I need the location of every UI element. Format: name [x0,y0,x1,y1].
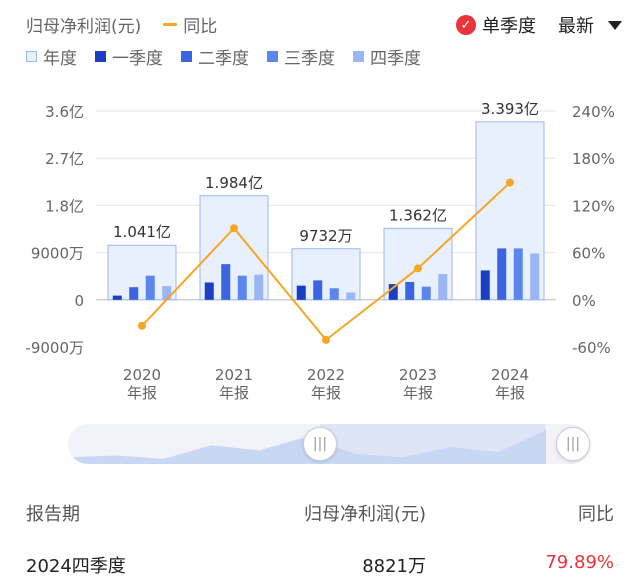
legend-swatch [267,51,278,62]
right-tick-label: 60% [572,245,605,263]
quarter-bar [112,295,122,300]
quarter-bar [162,286,172,300]
left-tick-label: 1.8亿 [45,197,84,215]
right-tick-label: 0% [572,292,596,310]
legend-swatch [181,51,192,62]
quarter-bar [221,264,231,300]
row-yoy: 79.89% [545,552,614,573]
quarter-bar [329,288,339,300]
legend-label: 三季度 [284,49,335,69]
x-tick-sub: 年报 [495,384,525,402]
annual-bar [291,248,361,301]
quarter-bar [237,275,247,300]
x-tick-year: 2020 [123,366,161,384]
legend-swatch [95,51,106,62]
annual-data-label: 3.393亿 [481,100,539,118]
table-row[interactable]: 2024四季度 8821万 79.89% [26,552,614,578]
quarter-bar [346,292,356,300]
right-tick-label: -60% [572,339,611,357]
quarter-bar [513,248,523,300]
left-tick-label: 9000万 [31,245,84,263]
left-tick-label: 2.7亿 [45,150,84,168]
annual-data-label: 1.362亿 [389,206,447,224]
right-tick-label: 180% [572,150,615,168]
x-tick-year: 2021 [215,366,253,384]
legend-label: 四季度 [370,49,421,69]
top-legend: 归母净利润(元) 同比 [26,12,217,37]
quarter-bar [405,281,415,300]
legend-swatch [26,51,37,62]
header-controls: ✓ 单季度 最新 [456,12,622,38]
left-tick-label: 0 [74,292,84,310]
row-value: 8821万 [362,556,426,577]
legend-item-q2[interactable]: 二季度 [181,44,249,69]
caret-down-icon[interactable] [608,20,622,30]
x-tick-sub: 年报 [127,384,157,402]
right-tick-label: 120% [572,197,615,215]
quarter-bar [129,287,139,300]
slider-selection [320,424,546,464]
line-series-label: 同比 [183,17,218,37]
x-tick-sub: 年报 [311,384,341,402]
x-tick-year: 2023 [399,366,437,384]
quarter-bar [313,280,323,300]
slider-right-handle[interactable]: ||| [556,427,590,461]
yoy-point [414,264,422,273]
quarter-bar [421,286,431,300]
yoy-point [322,335,330,344]
slider-left-handle[interactable]: ||| [303,427,337,461]
x-tick-year: 2024 [491,366,529,384]
header-value: 归母净利润(元) [303,504,426,525]
table-header: 报告期 归母净利润(元) 同比 [26,500,614,525]
quarter-bar [145,275,155,300]
quarter-bar [204,282,214,300]
series-legend: 年度 一季度 二季度 三季度 四季度 [26,44,439,69]
legend-swatch [353,51,364,62]
row-period: 2024四季度 [26,556,126,577]
header-yoy: 同比 [578,504,614,525]
header-period: 报告期 [26,504,80,525]
check-icon[interactable]: ✓ [456,15,476,35]
annual-data-label: 9732万 [299,227,352,245]
profit-chart: 3.6亿 2.7亿 1.8亿 9000万 0 -9000万 240% 180% 120% 60% 0… [25,100,615,402]
quarter-bar [497,248,507,300]
yoy-point [230,224,238,233]
sort-dropdown[interactable]: 最新 [558,16,594,37]
quarter-bar [480,270,490,300]
yoy-point [506,178,514,187]
legend-item-q3[interactable]: 三季度 [267,44,335,69]
quarter-bar [530,253,540,300]
legend-label: 年度 [43,49,77,69]
legend-label: 二季度 [198,49,249,69]
legend-item-q4[interactable]: 四季度 [353,44,421,69]
bar-series-label: 归母净利润(元) [26,17,142,37]
quarter-bar [254,274,264,300]
annual-data-label: 1.984亿 [205,174,263,192]
period-mode-toggle[interactable]: 单季度 [482,16,536,37]
legend-item-q1[interactable]: 一季度 [95,44,163,69]
yoy-point [138,321,146,330]
legend-label: 一季度 [112,49,163,69]
x-tick-year: 2022 [307,366,345,384]
annual-data-label: 1.041亿 [113,223,171,241]
x-tick-sub: 年报 [403,384,433,402]
left-tick-label: 3.6亿 [45,103,84,121]
quarter-bar [296,285,306,300]
quarter-bar [438,274,448,300]
quarter-bar [388,284,398,300]
legend-item-annual[interactable]: 年度 [26,44,77,69]
line-series-swatch [163,23,178,26]
right-tick-label: 240% [572,103,615,121]
x-tick-sub: 年报 [219,384,249,402]
left-tick-label: -9000万 [25,339,84,357]
